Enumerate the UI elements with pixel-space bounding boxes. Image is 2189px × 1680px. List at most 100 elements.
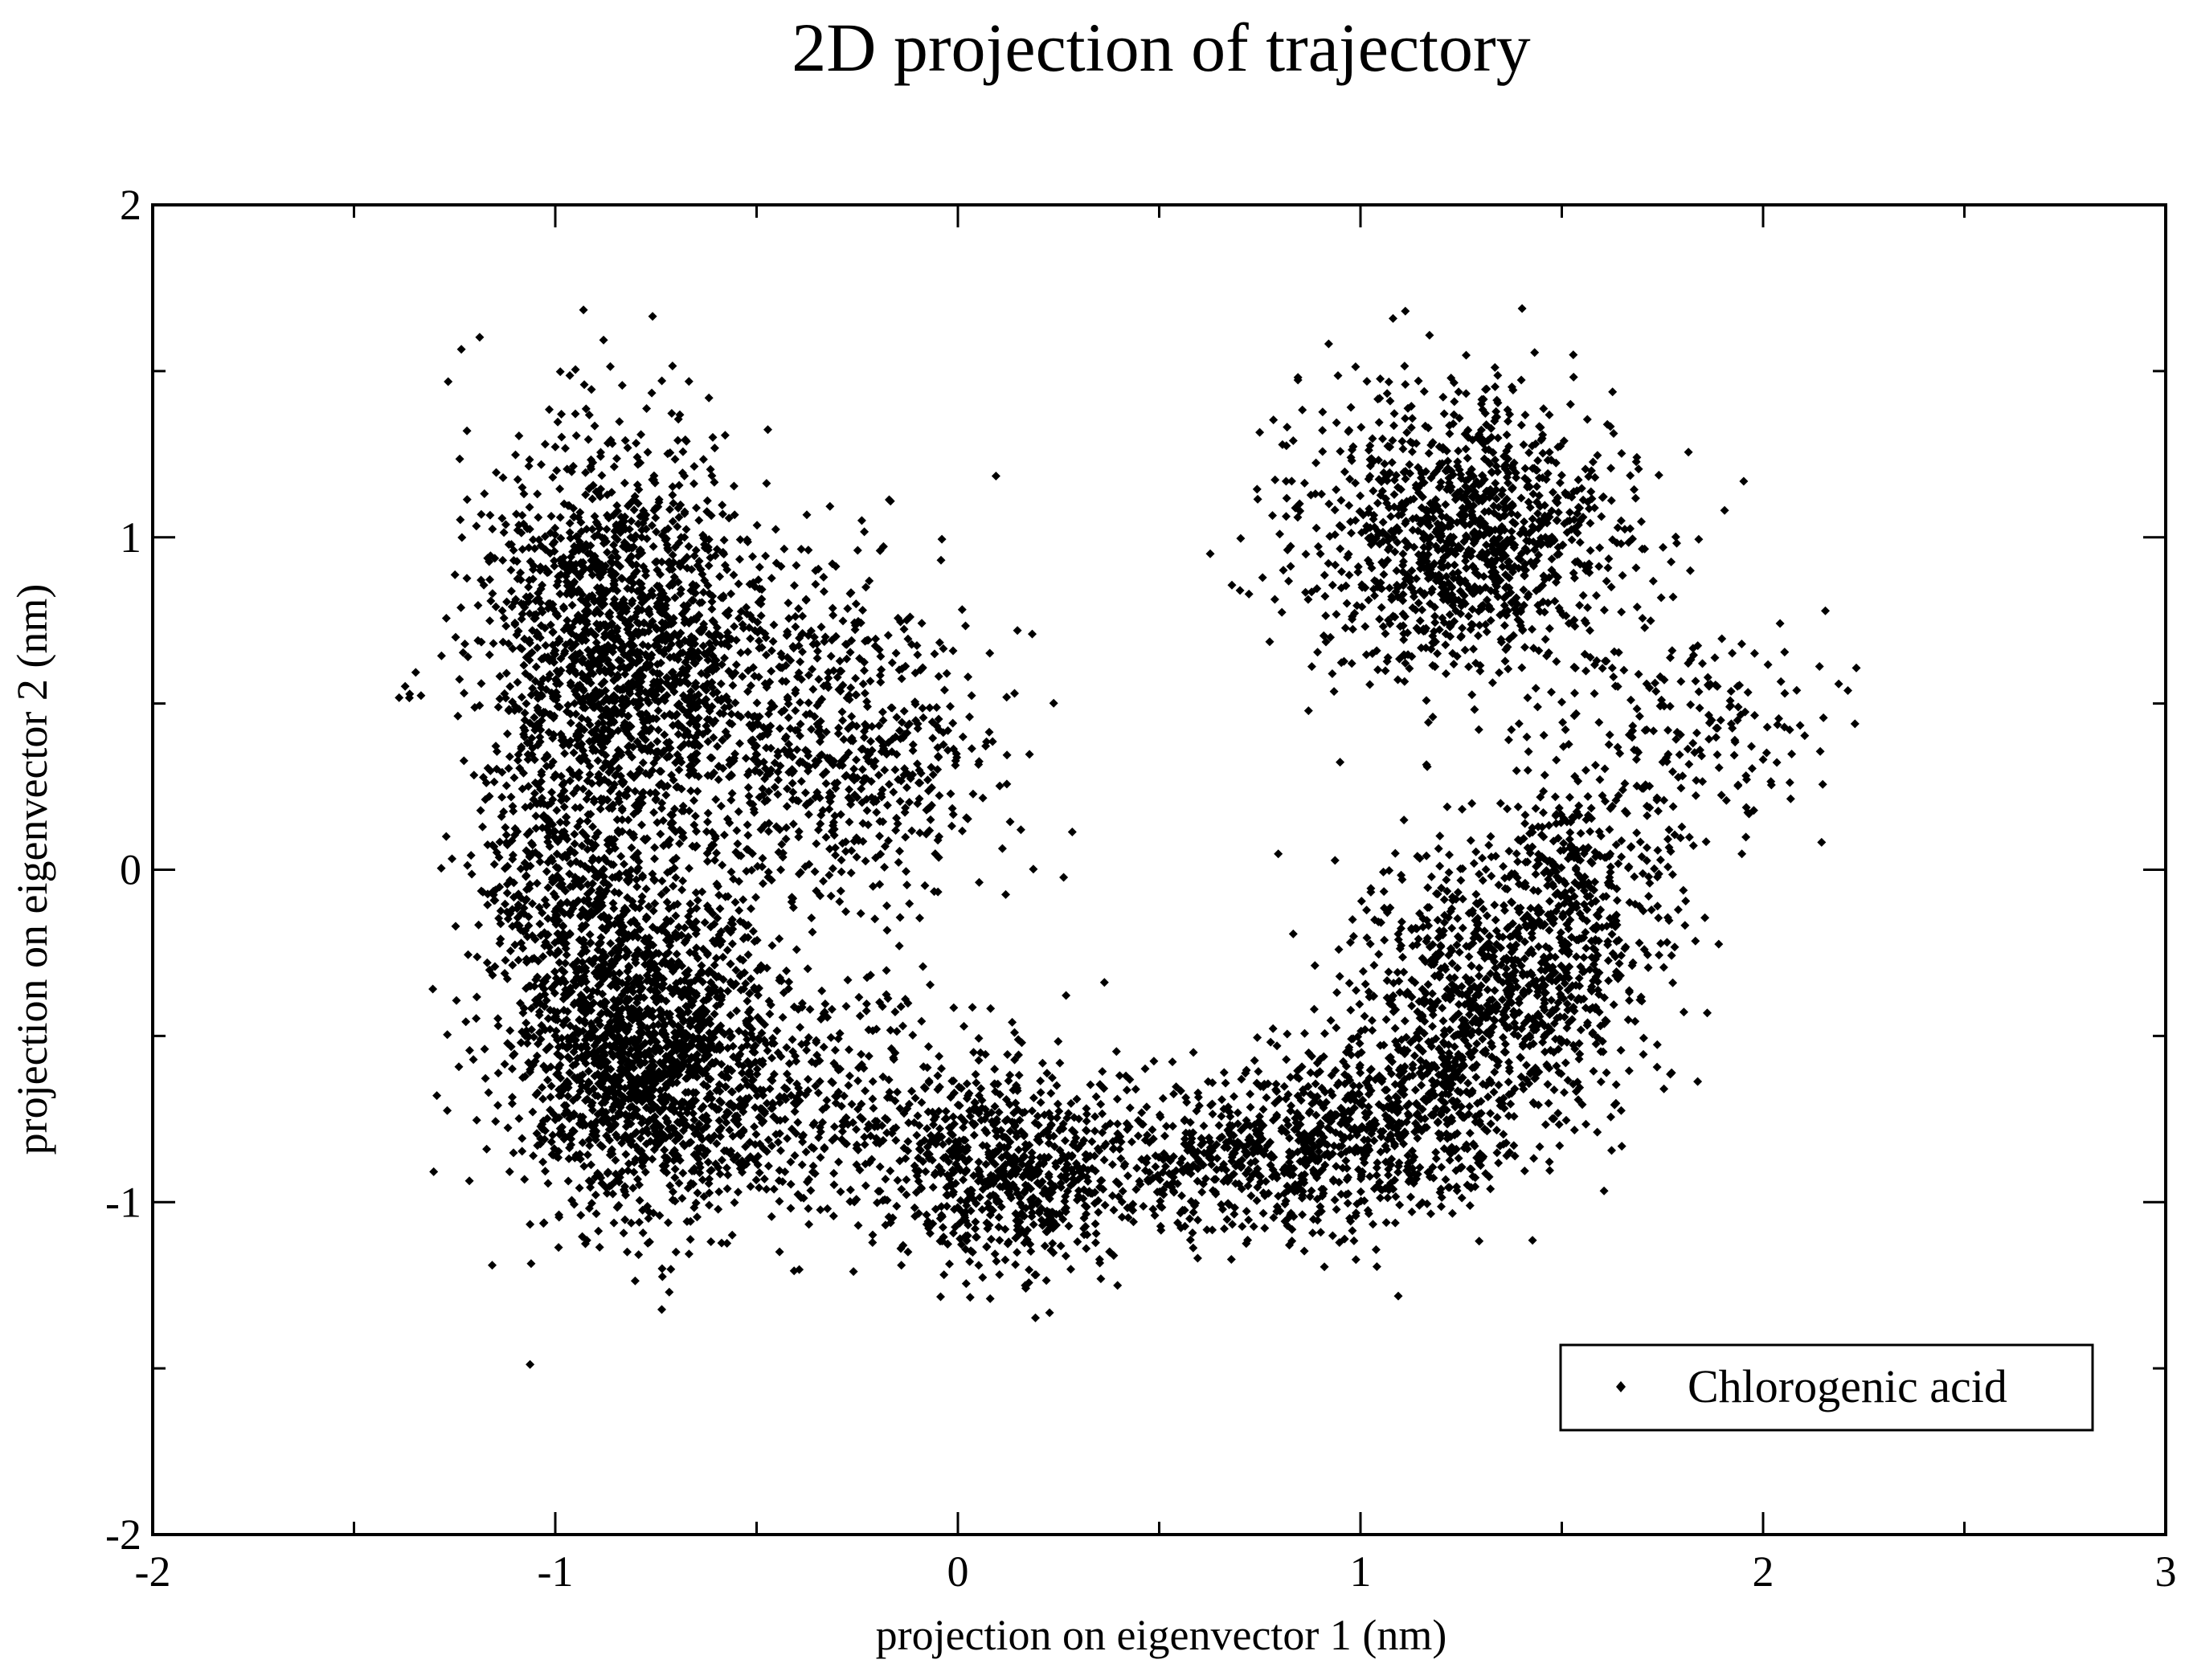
data-point	[860, 527, 869, 537]
data-point	[482, 1144, 492, 1154]
data-point	[619, 1228, 628, 1238]
data-point	[656, 829, 665, 839]
data-point	[472, 1115, 481, 1125]
data-point	[499, 613, 509, 623]
data-point	[761, 551, 771, 561]
data-point	[443, 1106, 452, 1115]
data-point	[473, 952, 482, 962]
data-point	[808, 927, 817, 937]
data-point	[581, 490, 591, 500]
data-point	[924, 1042, 933, 1052]
data-point	[499, 528, 509, 538]
data-point	[684, 1249, 694, 1259]
data-point	[637, 789, 647, 799]
data-point	[489, 639, 498, 648]
data-point	[595, 804, 605, 814]
data-point	[578, 630, 587, 640]
data-point	[692, 503, 701, 513]
data-point	[599, 538, 608, 548]
data-point	[612, 501, 622, 510]
data-point	[663, 449, 673, 459]
data-point	[616, 637, 625, 647]
data-point	[1029, 1220, 1038, 1229]
data-point	[673, 435, 682, 445]
data-point	[570, 829, 579, 839]
data-point	[607, 764, 616, 774]
data-point	[717, 660, 726, 669]
data-point	[805, 1004, 815, 1014]
data-point	[919, 713, 928, 722]
data-point	[570, 699, 579, 708]
data-point	[599, 335, 608, 345]
data-point	[698, 641, 708, 651]
data-point	[567, 600, 577, 610]
data-point	[734, 807, 743, 816]
data-point	[534, 588, 543, 598]
data-point	[710, 856, 719, 865]
data-point	[538, 1094, 548, 1104]
data-point	[572, 783, 582, 793]
data-point	[804, 698, 813, 708]
data-point	[520, 709, 530, 717]
data-point	[609, 462, 619, 472]
data-point	[845, 1071, 854, 1081]
data-point	[526, 1220, 535, 1229]
data-point	[635, 1196, 644, 1205]
data-point	[946, 789, 955, 799]
data-point	[867, 721, 877, 731]
data-point	[846, 683, 856, 693]
data-point	[444, 377, 453, 386]
data-point	[681, 525, 691, 534]
data-point	[532, 632, 542, 641]
data-point	[630, 787, 640, 796]
data-point	[836, 810, 845, 820]
data-point	[429, 1167, 439, 1176]
data-point	[880, 842, 890, 851]
data-point	[708, 718, 718, 728]
data-point	[790, 1107, 800, 1116]
data-point	[839, 734, 849, 744]
data-point	[524, 582, 534, 592]
data-point	[519, 660, 529, 670]
data-point	[495, 694, 505, 704]
data-point	[739, 895, 748, 905]
data-point	[731, 660, 741, 669]
data-point	[565, 776, 575, 786]
data-point	[959, 1021, 968, 1031]
data-point	[643, 448, 653, 457]
data-point	[627, 734, 636, 743]
data-point	[621, 1150, 631, 1159]
data-point	[1028, 629, 1037, 639]
data-point	[775, 724, 784, 734]
data-point	[872, 807, 882, 817]
data-point	[703, 1158, 713, 1167]
data-point	[674, 638, 684, 648]
data-point	[559, 553, 568, 562]
data-point	[545, 405, 554, 415]
data-point	[711, 954, 721, 963]
data-point	[988, 737, 997, 746]
data-point	[569, 748, 579, 758]
data-point	[576, 1211, 586, 1220]
data-point	[508, 644, 518, 653]
data-point	[593, 530, 603, 539]
data-point	[480, 489, 489, 498]
data-point	[880, 766, 890, 775]
data-point	[591, 559, 601, 569]
data-point	[637, 533, 647, 542]
data-point	[1025, 750, 1034, 759]
data-point	[808, 1161, 818, 1171]
data-point	[507, 1064, 517, 1073]
data-point	[613, 670, 623, 680]
data-point	[920, 881, 930, 890]
data-point	[595, 492, 605, 501]
data-point	[518, 510, 527, 520]
data-point	[690, 811, 700, 821]
data-point	[579, 746, 588, 755]
data-point	[530, 613, 540, 623]
data-point	[857, 1049, 866, 1059]
data-point	[883, 631, 893, 640]
data-point	[496, 906, 505, 916]
data-point	[651, 558, 661, 567]
data-point	[775, 1196, 784, 1206]
